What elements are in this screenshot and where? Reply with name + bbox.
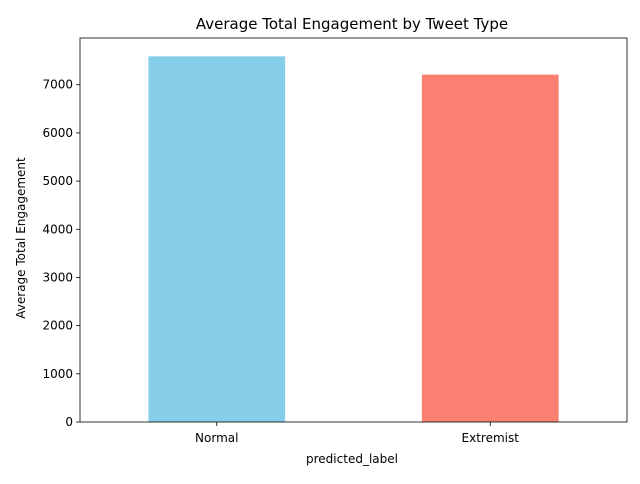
y-tick-label: 1000: [42, 367, 73, 381]
x-tick-label: Extremist: [462, 431, 520, 445]
x-tick-label: Normal: [195, 431, 238, 445]
bar-extremist: [421, 74, 559, 423]
y-tick-label: 3000: [42, 270, 73, 284]
bar-normal: [148, 56, 286, 423]
y-tick-label: 2000: [42, 319, 73, 333]
axes-frame: [79, 37, 628, 423]
y-tick-label: 6000: [42, 126, 73, 140]
y-tick-label: 4000: [42, 222, 73, 236]
plot-area: Normal Extremist 0 1000 2000 3000 4000 5000 6000…: [42, 37, 628, 445]
y-axis-label: Average Total Engagement: [14, 157, 28, 319]
x-axis-label: predicted_label: [306, 452, 398, 466]
y-tick-label: 7000: [42, 78, 73, 92]
chart-title: Average Total Engagement by Tweet Type: [196, 15, 508, 33]
y-tick-label: 0: [65, 415, 73, 429]
y-tick-label: 5000: [42, 174, 73, 188]
